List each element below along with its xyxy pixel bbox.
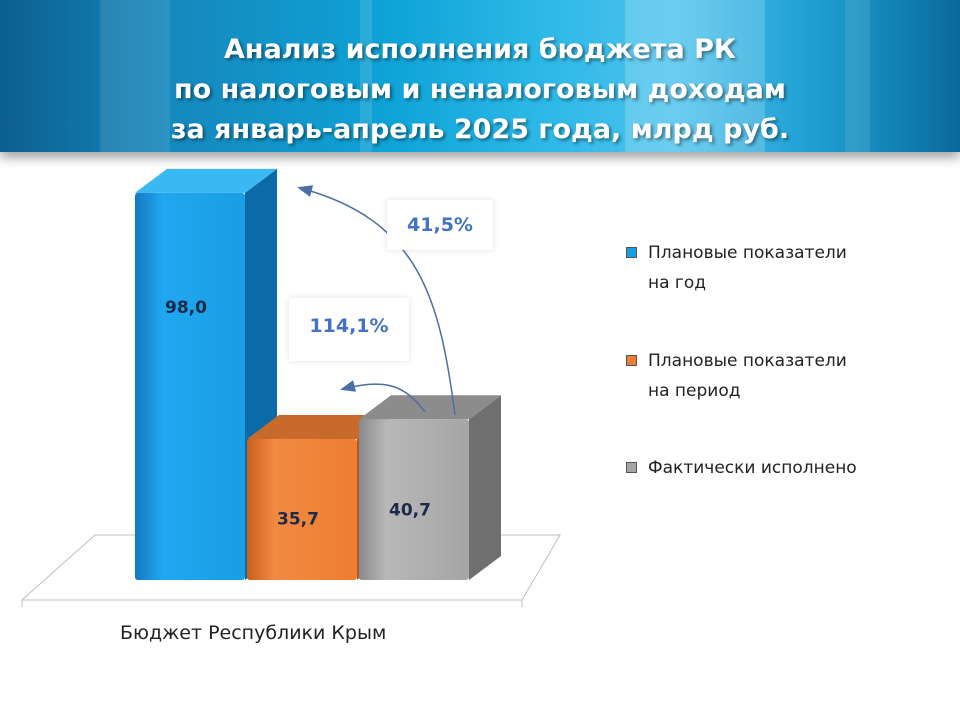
arrow-114-1 [340,380,426,413]
bar-chart: 98,0 35,7 40,7 [20,168,561,607]
legend-swatch-plan-year [626,247,637,258]
title-banner [0,0,960,152]
legend-label-plan-year: Плановые показатели на год [648,238,908,298]
bar-top-plan-year [135,168,277,193]
banner-stripe [100,0,170,152]
bar-top-plan-period [247,414,389,439]
legend-swatch-actual [626,462,637,473]
bar-actual [359,419,469,580]
legend-label-line: на год [648,273,707,293]
title-line-1: Анализ исполнения бюджета РК [224,34,736,65]
bar-plan-period [247,438,357,580]
bar-side-actual [469,395,501,580]
banner-stripe [625,0,765,152]
title-line-3: за январь-апрель 2025 года, млрд руб. [170,114,790,145]
legend-swatch-plan-period [626,355,637,366]
page-title: Анализ исполнения бюджета РК по налоговы… [0,30,960,150]
bar-plan-year [135,192,245,580]
data-label-plan-year: 98,0 [165,298,207,318]
legend-label-actual: Фактически исполнено [648,453,908,483]
legend-label-line: на период [648,381,741,401]
arrow-41-5 [297,185,456,416]
legend-label-line: Плановые показатели [648,351,847,371]
banner-stripe [845,0,870,152]
data-label-plan-period: 35,7 [277,510,319,530]
annotation-41-5: 41,5% [387,200,493,250]
legend-label-plan-period: Плановые показатели на период [648,346,908,406]
legend-label-line: Плановые показатели [648,243,847,263]
legend-label-line: Фактически исполнено [648,458,857,478]
data-label-actual: 40,7 [389,501,431,521]
banner-stripe [360,0,372,152]
annotation-114-1: 114,1% [289,298,409,361]
title-line-2: по налоговым и неналоговым доходам [174,74,786,105]
category-label: Бюджет Республики Крым [120,622,387,644]
bar-top-actual [359,395,501,420]
